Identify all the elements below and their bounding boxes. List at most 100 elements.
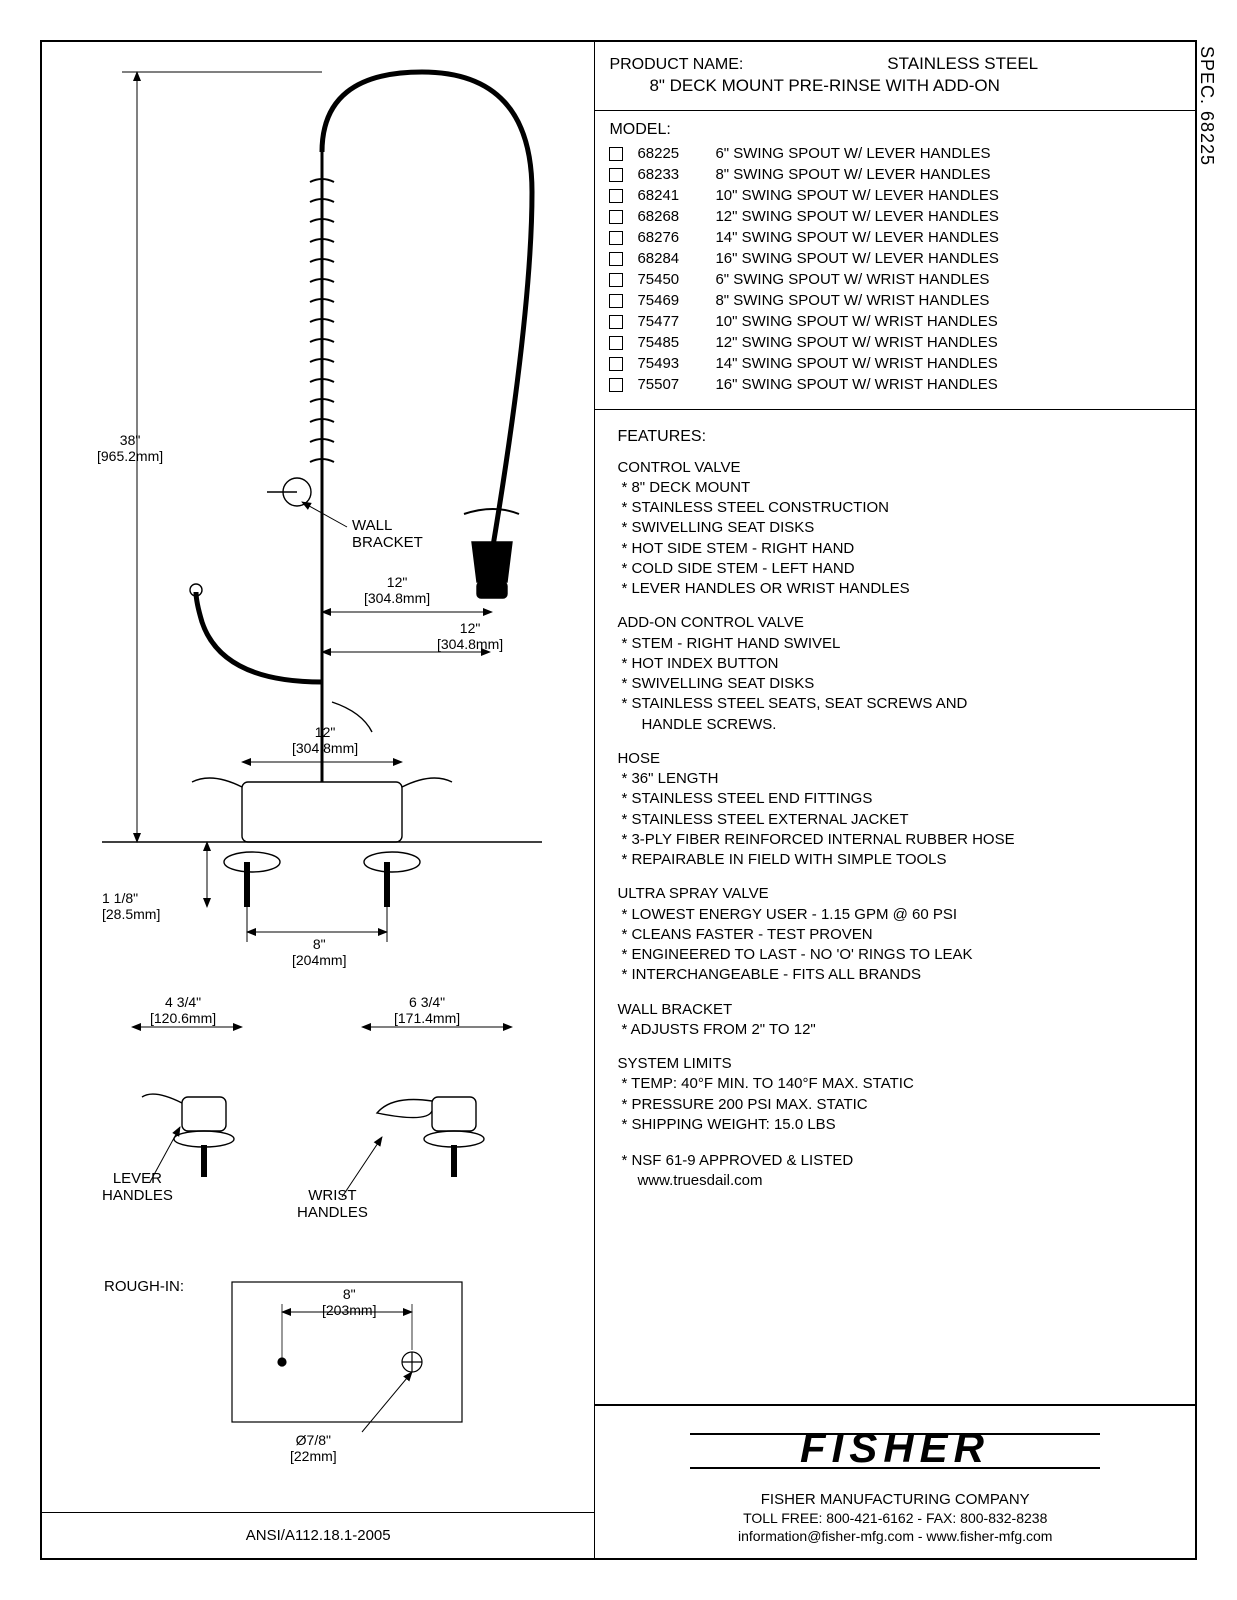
checkbox-icon[interactable] <box>609 231 623 245</box>
feature-item: SWIVELLING SEAT DISKS <box>621 674 1173 694</box>
model-label: MODEL: <box>609 121 1181 139</box>
features-panel: FEATURES: CONTROL VALVE 8" DECK MOUNTSTA… <box>595 410 1195 1405</box>
model-number: 68276 <box>637 229 715 246</box>
model-number: 68241 <box>637 187 715 204</box>
dim-8in: 8"[204mm] <box>292 936 346 968</box>
fisher-logo: FISHER <box>685 1418 1105 1486</box>
model-number: 75507 <box>637 376 715 393</box>
feature-item: TEMP: 40°F MIN. TO 140°F MAX. STATIC <box>621 1074 1173 1094</box>
checkbox-icon[interactable] <box>609 210 623 224</box>
dim-12in-a: 12"[304.8mm] <box>364 574 430 606</box>
model-row: 6826812" SWING SPOUT W/ LEVER HANDLES <box>609 208 1181 225</box>
logo-panel: FISHER FISHER MANUFACTURING COMPANY TOLL… <box>595 1405 1195 1558</box>
model-row: 6827614" SWING SPOUT W/ LEVER HANDLES <box>609 229 1181 246</box>
spec-number: SPEC. 68225 <box>1196 46 1217 166</box>
addon-title: ADD-ON CONTROL VALVE <box>617 613 1173 633</box>
product-name-panel: PRODUCT NAME: STAINLESS STEEL 8" DECK MO… <box>595 42 1195 111</box>
callout-lever: LEVERHANDLES <box>102 1170 173 1205</box>
product-name-label: PRODUCT NAME: <box>609 56 743 73</box>
model-row: 7547710" SWING SPOUT W/ WRIST HANDLES <box>609 313 1181 330</box>
checkbox-icon[interactable] <box>609 294 623 308</box>
callout-wrist: WRISTHANDLES <box>297 1187 368 1222</box>
model-number: 75485 <box>637 334 715 351</box>
dim-1-1-8: 1 1/8"[28.5mm] <box>102 890 160 922</box>
feature-item: CLEANS FASTER - TEST PROVEN <box>621 925 1173 945</box>
model-desc: 6" SWING SPOUT W/ WRIST HANDLES <box>715 271 989 288</box>
feature-item: STAINLESS STEEL EXTERNAL JACKET <box>621 810 1173 830</box>
checkbox-icon[interactable] <box>609 315 623 329</box>
checkbox-icon[interactable] <box>609 273 623 287</box>
model-desc: 12" SWING SPOUT W/ LEVER HANDLES <box>715 208 998 225</box>
feature-item: 8" DECK MOUNT <box>621 478 1173 498</box>
feature-item: PRESSURE 200 PSI MAX. STATIC <box>621 1095 1173 1115</box>
bracket-title: WALL BRACKET <box>617 1000 1173 1020</box>
nsf-list: NSF 61-9 APPROVED & LISTED <box>621 1151 1173 1171</box>
dim-ri-8: 8"[203mm] <box>322 1286 376 1318</box>
feature-item: LOWEST ENERGY USER - 1.15 GPM @ 60 PSI <box>621 905 1173 925</box>
model-row: 7549314" SWING SPOUT W/ WRIST HANDLES <box>609 355 1181 372</box>
model-desc: 16" SWING SPOUT W/ LEVER HANDLES <box>715 250 998 267</box>
dim-height: 38"[965.2mm] <box>97 432 163 464</box>
rough-in-label: ROUGH-IN: <box>104 1278 184 1295</box>
product-name-line2: 8" DECK MOUNT PRE-RINSE WITH ADD-ON <box>649 76 1181 96</box>
product-name-line1: STAINLESS STEEL <box>887 54 1038 73</box>
dim-lever: 4 3/4"[120.6mm] <box>150 994 216 1026</box>
callout-wall-bracket: WALLBRACKET <box>352 517 423 552</box>
model-number: 75493 <box>637 355 715 372</box>
feature-item: COLD SIDE STEM - LEFT HAND <box>621 559 1173 579</box>
drawing-area: 38"[965.2mm] 12"[304.8mm] 12"[304.8mm] 1… <box>42 42 594 1512</box>
feature-item: REPAIRABLE IN FIELD WITH SIMPLE TOOLS <box>621 850 1173 870</box>
checkbox-icon[interactable] <box>609 147 623 161</box>
model-desc: 14" SWING SPOUT W/ LEVER HANDLES <box>715 229 998 246</box>
model-desc: 12" SWING SPOUT W/ WRIST HANDLES <box>715 334 997 351</box>
drawing-column: 38"[965.2mm] 12"[304.8mm] 12"[304.8mm] 1… <box>42 42 595 1558</box>
model-number: 75477 <box>637 313 715 330</box>
feature-item: ENGINEERED TO LAST - NO 'O' RINGS TO LEA… <box>621 945 1173 965</box>
nsf-url: www.truesdail.com <box>637 1171 1173 1191</box>
model-desc: 10" SWING SPOUT W/ WRIST HANDLES <box>715 313 997 330</box>
model-row: 6824110" SWING SPOUT W/ LEVER HANDLES <box>609 187 1181 204</box>
checkbox-icon[interactable] <box>609 168 623 182</box>
checkbox-icon[interactable] <box>609 189 623 203</box>
bracket-list: ADJUSTS FROM 2" TO 12" <box>621 1020 1173 1040</box>
company-contact: information@fisher-mfg.com - www.fisher-… <box>609 1528 1181 1544</box>
features-label: FEATURES: <box>617 426 1173 448</box>
checkbox-icon[interactable] <box>609 252 623 266</box>
feature-item: SHIPPING WEIGHT: 15.0 LBS <box>621 1115 1173 1135</box>
feature-item: SWIVELLING SEAT DISKS <box>621 518 1173 538</box>
feature-item: NSF 61-9 APPROVED & LISTED <box>621 1151 1173 1171</box>
feature-item: HOT INDEX BUTTON <box>621 654 1173 674</box>
spray-list: LOWEST ENERGY USER - 1.15 GPM @ 60 PSICL… <box>621 905 1173 986</box>
company-phone: TOLL FREE: 800-421-6162 - FAX: 800-832-8… <box>609 1510 1181 1526</box>
model-number: 68284 <box>637 250 715 267</box>
spray-title: ULTRA SPRAY VALVE <box>617 884 1173 904</box>
model-row: 754506" SWING SPOUT W/ WRIST HANDLES <box>609 271 1181 288</box>
model-desc: 6" SWING SPOUT W/ LEVER HANDLES <box>715 145 990 162</box>
checkbox-icon[interactable] <box>609 378 623 392</box>
model-row: 6828416" SWING SPOUT W/ LEVER HANDLES <box>609 250 1181 267</box>
info-column: PRODUCT NAME: STAINLESS STEEL 8" DECK MO… <box>595 42 1195 1558</box>
ansi-code: ANSI/A112.18.1-2005 <box>246 1527 391 1544</box>
model-row: 7550716" SWING SPOUT W/ WRIST HANDLES <box>609 376 1181 393</box>
ansi-strip: ANSI/A112.18.1-2005 <box>42 1512 594 1558</box>
dim-12in-b: 12"[304.8mm] <box>437 620 503 652</box>
dim-ri-dia: Ø7/8"[22mm] <box>290 1432 337 1464</box>
hose-title: HOSE <box>617 749 1173 769</box>
feature-item-cont: HANDLE SCREWS. <box>641 715 1173 735</box>
model-number: 75450 <box>637 271 715 288</box>
model-number: 68233 <box>637 166 715 183</box>
feature-item: STAINLESS STEEL END FITTINGS <box>621 789 1173 809</box>
model-number: 68225 <box>637 145 715 162</box>
model-row: 754698" SWING SPOUT W/ WRIST HANDLES <box>609 292 1181 309</box>
checkbox-icon[interactable] <box>609 357 623 371</box>
checkbox-icon[interactable] <box>609 336 623 350</box>
company-name: FISHER MANUFACTURING COMPANY <box>609 1491 1181 1508</box>
model-number: 68268 <box>637 208 715 225</box>
model-panel: MODEL: 682256" SWING SPOUT W/ LEVER HAND… <box>595 111 1195 410</box>
cv-list: 8" DECK MOUNTSTAINLESS STEEL CONSTRUCTIO… <box>621 478 1173 600</box>
limits-list: TEMP: 40°F MIN. TO 140°F MAX. STATICPRES… <box>621 1074 1173 1135</box>
svg-text:FISHER: FISHER <box>800 1424 990 1471</box>
model-desc: 8" SWING SPOUT W/ WRIST HANDLES <box>715 292 989 309</box>
spec-sheet: SPEC. 68225 <box>40 40 1197 1560</box>
model-desc: 10" SWING SPOUT W/ LEVER HANDLES <box>715 187 998 204</box>
